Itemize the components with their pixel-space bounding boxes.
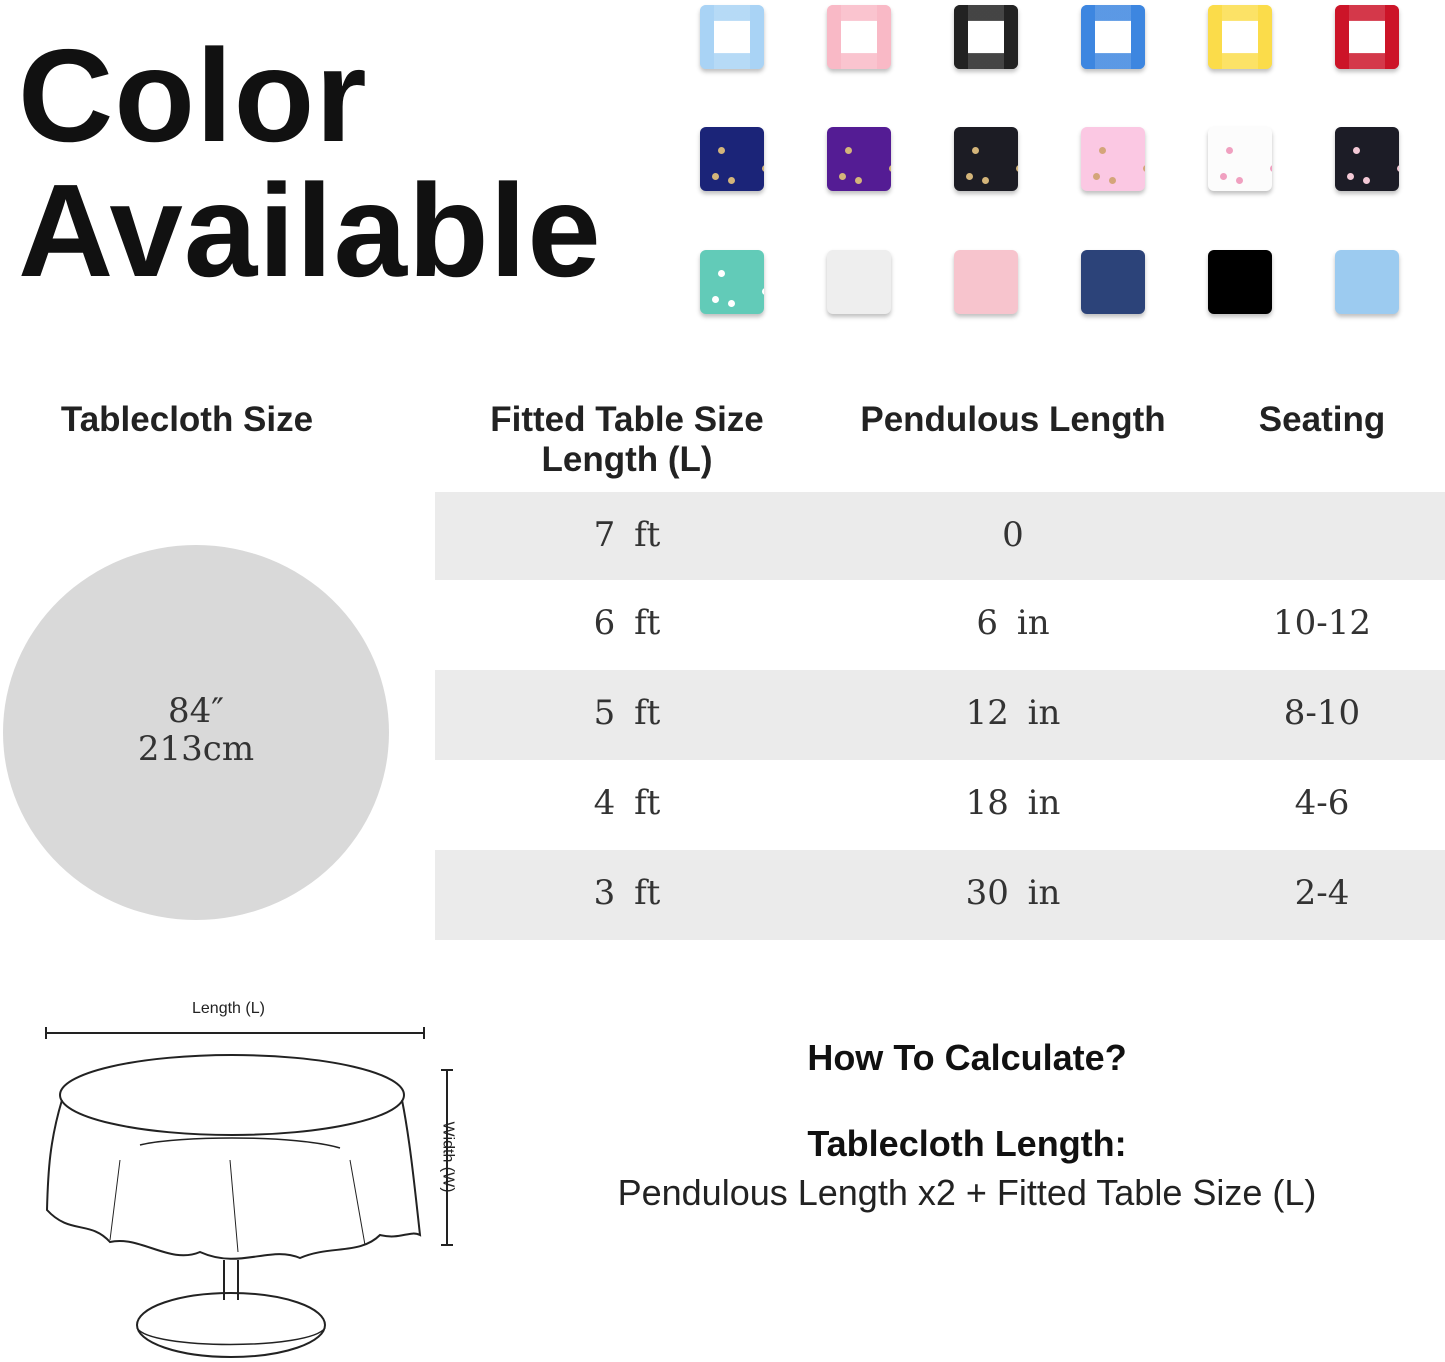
polka-dot	[845, 147, 852, 154]
cell-seating: 4-6	[1294, 783, 1350, 823]
header-fitted-table-size: Fitted Table Size Length (L)	[490, 400, 764, 480]
gingham-pattern	[1208, 5, 1272, 69]
header-fitted-line1: Fitted Table Size	[490, 400, 764, 439]
swatch-navy-dots	[700, 127, 764, 191]
cell-pendulous: 12 in	[965, 693, 1061, 733]
polka-dot	[1353, 147, 1360, 154]
polka-dot	[855, 177, 862, 184]
calc-heading: How To Calculate?	[807, 1037, 1127, 1078]
polka-dot	[1143, 165, 1145, 172]
polka-dot	[762, 165, 764, 172]
title-color: Color	[18, 22, 368, 169]
polka-dot	[982, 177, 989, 184]
cell-fitted: 5 ft	[593, 693, 661, 733]
swatch-navy	[1081, 250, 1145, 314]
swatch-yellow-gingham	[1208, 5, 1272, 69]
polka-dot	[966, 173, 973, 180]
calc-subheading: Tablecloth Length:	[807, 1123, 1127, 1164]
gingham-pattern	[954, 5, 1018, 69]
swatch-black	[1208, 250, 1272, 314]
calc-formula: Pendulous Length x2 + Fitted Table Size …	[617, 1172, 1317, 1213]
title-available: Available	[18, 157, 602, 304]
swatch-light-blue-gingham	[700, 5, 764, 69]
gingham-pattern	[1081, 5, 1145, 69]
polka-dot	[1099, 147, 1106, 154]
cell-fitted: 6 ft	[593, 603, 661, 643]
swatch-white	[827, 250, 891, 314]
tablecloth-inches: 84″	[168, 691, 224, 731]
length-label: Length (L)	[192, 1000, 265, 1017]
swatch-teal-dots	[700, 250, 764, 314]
swatch-black-pink-dots	[1335, 127, 1399, 191]
polka-dot	[972, 147, 979, 154]
polka-dot	[762, 288, 764, 295]
swatch-red-gingham	[1335, 5, 1399, 69]
tablecloth-cm: 213cm	[137, 729, 255, 769]
polka-dot	[1220, 173, 1227, 180]
cell-seating: 10-12	[1272, 603, 1372, 643]
polka-dot	[889, 165, 891, 172]
polka-dot	[718, 270, 725, 277]
polka-dot	[728, 300, 735, 307]
swatch-white-pink-dots	[1208, 127, 1272, 191]
header-pendulous-length: Pendulous Length	[860, 400, 1166, 439]
round-table-illustration	[45, 1027, 453, 1358]
polka-dot	[839, 173, 846, 180]
polka-dot	[1363, 177, 1370, 184]
header-tablecloth-size: Tablecloth Size	[60, 400, 314, 439]
header-fitted-line2: Length (L)	[541, 440, 713, 479]
table-row	[435, 760, 1445, 850]
polka-dot	[1236, 177, 1243, 184]
table-row	[435, 580, 1445, 670]
swatch-pink-dots	[1081, 127, 1145, 191]
gingham-pattern	[827, 5, 891, 69]
cell-fitted: 3 ft	[593, 873, 661, 913]
tablecloth-circle	[3, 545, 389, 920]
swatch-purple-dots	[827, 127, 891, 191]
swatch-pink	[954, 250, 1018, 314]
polka-dot	[1270, 165, 1272, 172]
swatch-black-gold-dots	[954, 127, 1018, 191]
polka-dot	[712, 296, 719, 303]
polka-dot	[1347, 173, 1354, 180]
cell-pendulous: 30 in	[965, 873, 1061, 913]
cell-pendulous: 18 in	[965, 783, 1061, 823]
polka-dot	[718, 147, 725, 154]
cell-fitted: 7 ft	[593, 515, 661, 555]
cell-pendulous: 0	[1002, 515, 1024, 555]
header-seating: Seating	[1258, 400, 1386, 439]
table-row	[435, 670, 1445, 760]
polka-dot	[1016, 165, 1018, 172]
swatch-blue-gingham	[1081, 5, 1145, 69]
swatch-pink-gingham	[827, 5, 891, 69]
polka-dot	[1109, 177, 1116, 184]
gingham-pattern	[1335, 5, 1399, 69]
polka-dot	[1226, 147, 1233, 154]
gingham-pattern	[700, 5, 764, 69]
swatch-light-blue	[1335, 250, 1399, 314]
polka-dot	[728, 177, 735, 184]
cell-seating: 8-10	[1283, 693, 1361, 733]
polka-dot	[1093, 173, 1100, 180]
polka-dot	[1397, 165, 1399, 172]
polka-dot	[712, 173, 719, 180]
swatch-black-gingham	[954, 5, 1018, 69]
cell-fitted: 4 ft	[593, 783, 661, 823]
table-row	[435, 850, 1445, 940]
cell-pendulous: 6 in	[976, 603, 1050, 643]
table-row	[435, 492, 1445, 582]
cell-seating: 2-4	[1294, 873, 1350, 913]
